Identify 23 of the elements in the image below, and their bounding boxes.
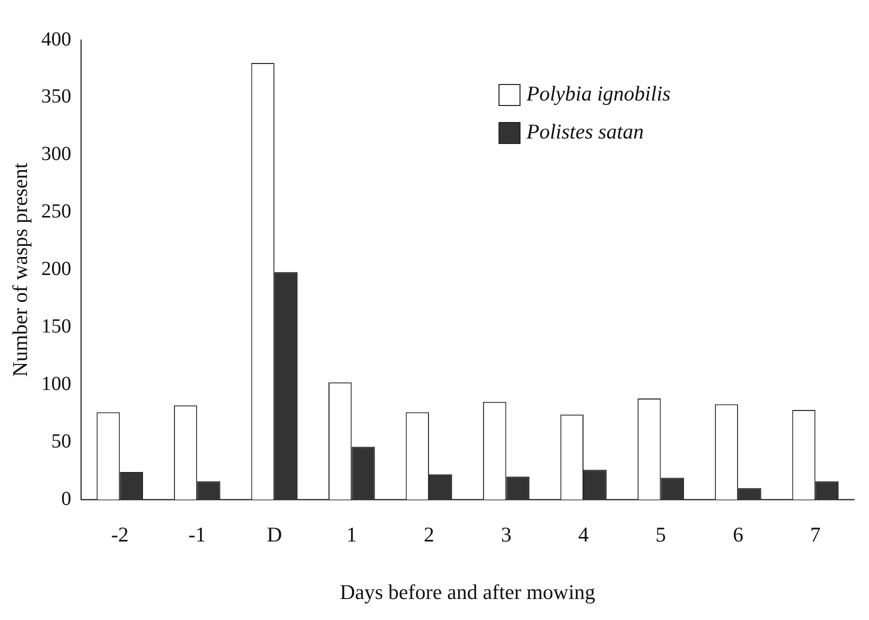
x-tick-label: 3 xyxy=(500,522,512,547)
x-tick-label: 1 xyxy=(346,522,357,547)
y-tick-label: 400 xyxy=(41,28,72,50)
y-tick-label: 200 xyxy=(41,258,72,280)
x-tick-label: -2 xyxy=(111,522,129,547)
y-tick-label: 0 xyxy=(61,488,72,510)
x-tick-label: D xyxy=(266,522,282,547)
x-tick-label: 5 xyxy=(656,522,666,547)
x-axis-title: Days before and after mowing xyxy=(340,580,596,604)
x-tick-label: 6 xyxy=(732,522,744,547)
y-axis-title: Number of wasps present xyxy=(8,162,32,377)
y-tick-label: 150 xyxy=(41,316,72,338)
legend-label: Polybia ignobilis xyxy=(526,82,671,106)
y-tick-label: 350 xyxy=(41,86,72,108)
x-tick-label: -1 xyxy=(188,522,206,547)
y-tick-label: 300 xyxy=(41,143,72,166)
y-tick-label: 250 xyxy=(41,200,72,223)
x-tick-label: 4 xyxy=(578,522,590,547)
y-tick-label: 50 xyxy=(51,430,72,452)
y-tick-label: 100 xyxy=(41,372,72,395)
x-tick-label: 2 xyxy=(424,522,434,547)
x-tick-label: 7 xyxy=(810,522,821,547)
legend-label: Polistes satan xyxy=(526,120,644,144)
